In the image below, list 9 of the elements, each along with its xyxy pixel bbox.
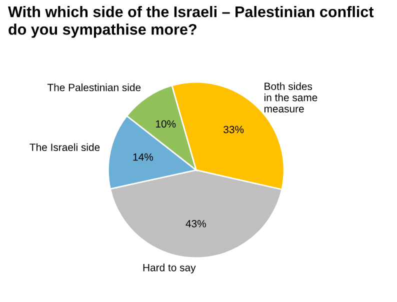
data-label: 43% bbox=[186, 220, 206, 228]
data-label: 10% bbox=[156, 120, 176, 128]
slice-label: Hard to say bbox=[143, 264, 196, 274]
slice-label: Both sides in the same measure bbox=[264, 82, 318, 112]
data-label: 14% bbox=[133, 153, 154, 161]
data-label: 33% bbox=[224, 126, 244, 134]
slice-label: The Israeli side bbox=[30, 143, 100, 151]
slice-label: The Palestinian side bbox=[47, 84, 141, 92]
chart-title: With which side of the Israeli – Palestinian conflict do you sympathise more? bbox=[8, 6, 374, 38]
